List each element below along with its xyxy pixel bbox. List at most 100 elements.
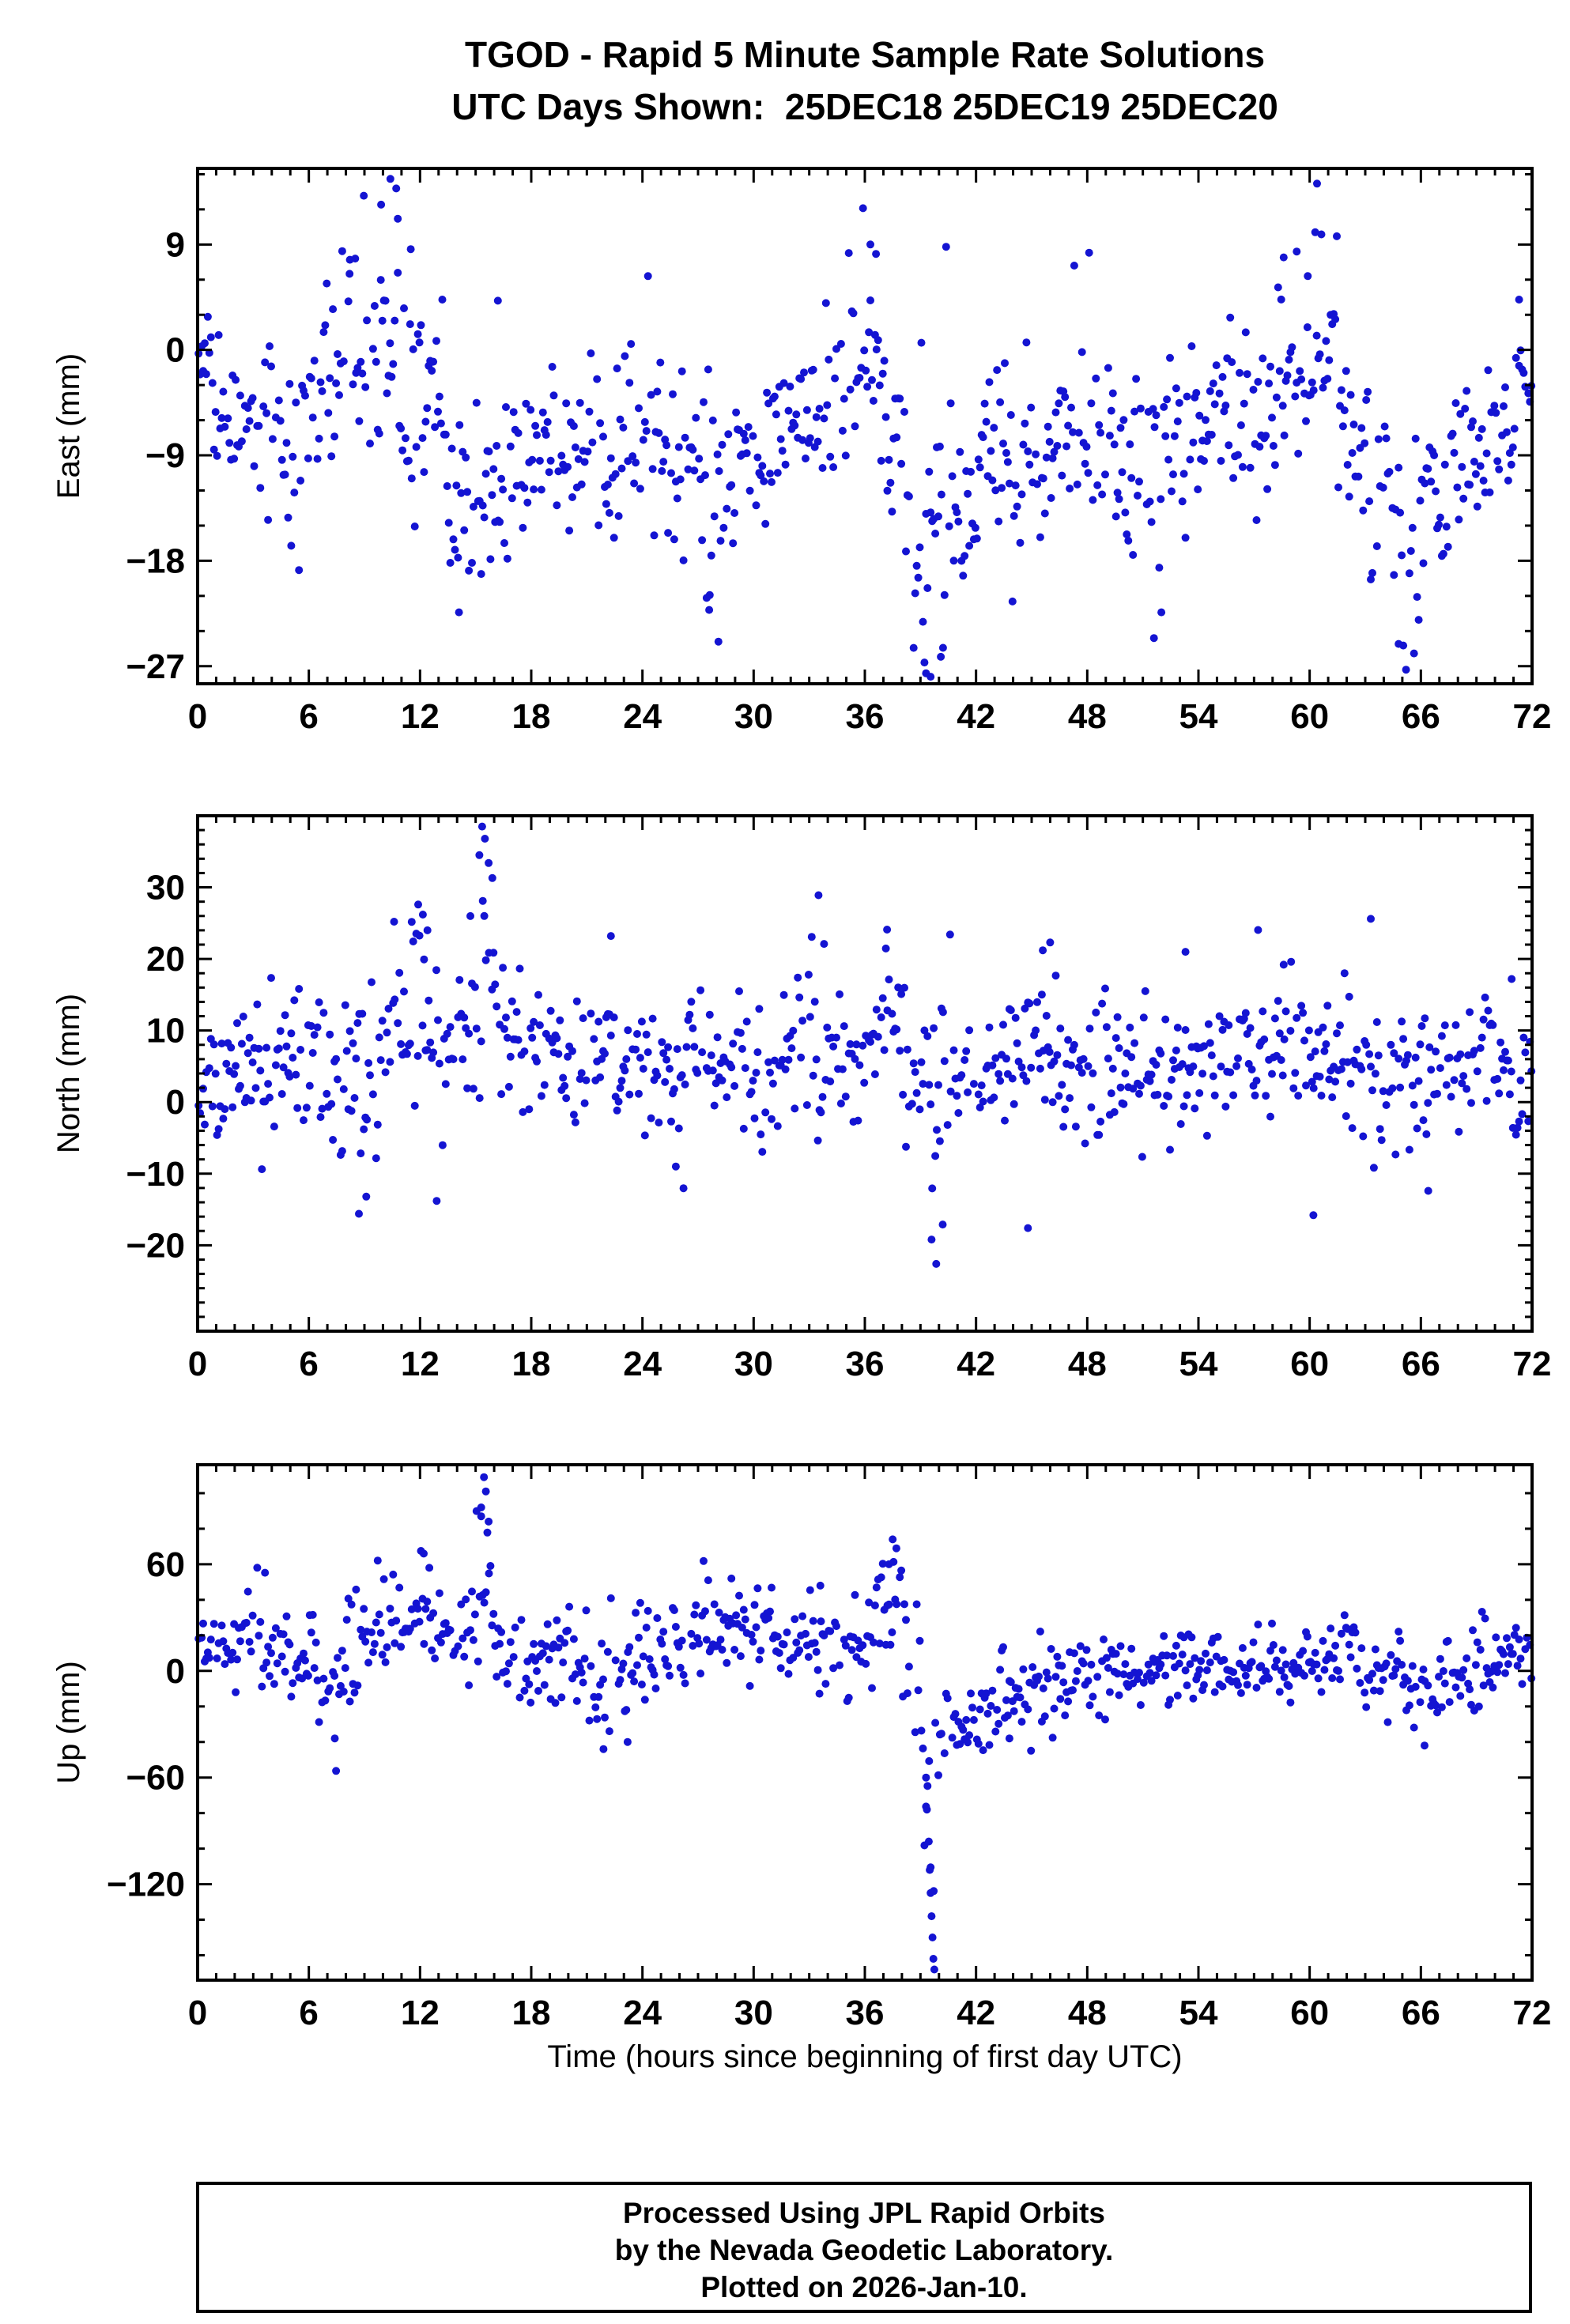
data-point — [750, 1601, 759, 1609]
data-point — [436, 1638, 445, 1647]
data-point — [745, 486, 754, 495]
data-point — [1270, 1014, 1279, 1023]
data-point — [812, 1647, 821, 1656]
data-point — [1089, 1069, 1097, 1077]
data-point — [318, 1104, 326, 1113]
data-point — [1466, 481, 1474, 489]
data-point — [931, 1152, 940, 1160]
data-point — [1340, 969, 1349, 978]
data-point — [1437, 1032, 1446, 1040]
data-point — [761, 1108, 770, 1117]
data-point — [361, 1637, 370, 1646]
data-point — [1024, 447, 1032, 455]
data-point — [802, 406, 811, 414]
data-point — [1246, 463, 1255, 472]
data-point — [1002, 449, 1010, 457]
data-point — [1017, 1718, 1026, 1726]
data-point — [1073, 480, 1081, 489]
data-point — [519, 1107, 527, 1116]
data-point — [1202, 1666, 1211, 1674]
data-point — [710, 512, 719, 521]
data-point — [1048, 454, 1057, 462]
data-point — [1019, 1071, 1028, 1080]
data-point — [282, 1612, 291, 1620]
data-point — [415, 338, 424, 347]
data-point — [258, 1682, 266, 1691]
data-point — [245, 1033, 254, 1042]
data-point — [1467, 1700, 1475, 1709]
data-point — [217, 1621, 226, 1630]
data-point — [945, 522, 953, 530]
data-point — [279, 1063, 288, 1072]
data-point — [289, 1679, 297, 1688]
data-point — [1436, 513, 1444, 522]
data-point — [831, 374, 840, 383]
data-point — [568, 1047, 576, 1055]
x-tick-label: 12 — [401, 1994, 440, 2032]
data-point — [653, 387, 662, 396]
data-point — [436, 419, 445, 428]
data-point — [755, 1655, 764, 1664]
data-point — [742, 1017, 751, 1026]
data-point — [255, 1044, 263, 1053]
data-point — [1416, 1698, 1425, 1707]
data-point — [423, 1598, 432, 1606]
data-point — [736, 1652, 745, 1661]
data-point — [940, 1057, 949, 1066]
data-point — [1200, 457, 1208, 465]
data-point — [1246, 1024, 1255, 1032]
data-point — [1308, 378, 1316, 387]
data-point — [1118, 468, 1127, 477]
data-point — [648, 465, 657, 473]
data-point — [619, 1659, 628, 1668]
data-point — [441, 430, 450, 439]
data-point — [1416, 1040, 1425, 1049]
data-point — [227, 1043, 236, 1052]
data-point — [707, 1051, 715, 1060]
data-point-outlier — [481, 835, 489, 843]
data-point — [880, 1046, 889, 1054]
data-point — [290, 996, 299, 1005]
data-point — [517, 1616, 526, 1624]
data-point — [574, 455, 583, 463]
data-point — [1121, 1070, 1130, 1077]
data-point — [571, 443, 579, 451]
data-point-outlier — [1515, 296, 1523, 304]
data-point — [1410, 1100, 1418, 1109]
data-point — [562, 1094, 571, 1103]
data-point-outlier — [1304, 272, 1312, 281]
data-point-outlier — [816, 1581, 825, 1590]
data-point — [1252, 516, 1261, 524]
data-point — [493, 1002, 501, 1011]
data-point-outlier — [945, 930, 954, 939]
data-point — [934, 512, 942, 521]
data-point — [360, 1125, 368, 1134]
data-point — [425, 996, 433, 1005]
data-point — [339, 1085, 348, 1093]
data-point — [357, 1625, 365, 1634]
data-point — [368, 1090, 377, 1099]
data-point — [1490, 402, 1499, 410]
data-point — [1059, 1122, 1068, 1131]
data-point — [639, 1652, 647, 1661]
data-point — [1413, 593, 1421, 602]
data-point-outlier — [488, 873, 496, 882]
data-point — [738, 1044, 746, 1053]
data-point — [643, 1048, 652, 1057]
data-point — [965, 541, 974, 550]
data-point — [1036, 1628, 1044, 1635]
data-point — [1053, 1051, 1062, 1059]
data-point — [1145, 497, 1154, 506]
data-point — [428, 367, 436, 375]
data-point — [841, 1092, 850, 1101]
data-point — [533, 431, 541, 440]
data-point — [537, 485, 545, 494]
data-point — [1448, 429, 1457, 438]
data-point — [1252, 1077, 1261, 1085]
data-point — [1016, 538, 1025, 547]
data-point — [642, 427, 651, 436]
data-point — [1424, 1099, 1432, 1107]
data-point — [1500, 402, 1508, 410]
plot-frame-up — [196, 1463, 1534, 1982]
data-point — [967, 1689, 975, 1698]
